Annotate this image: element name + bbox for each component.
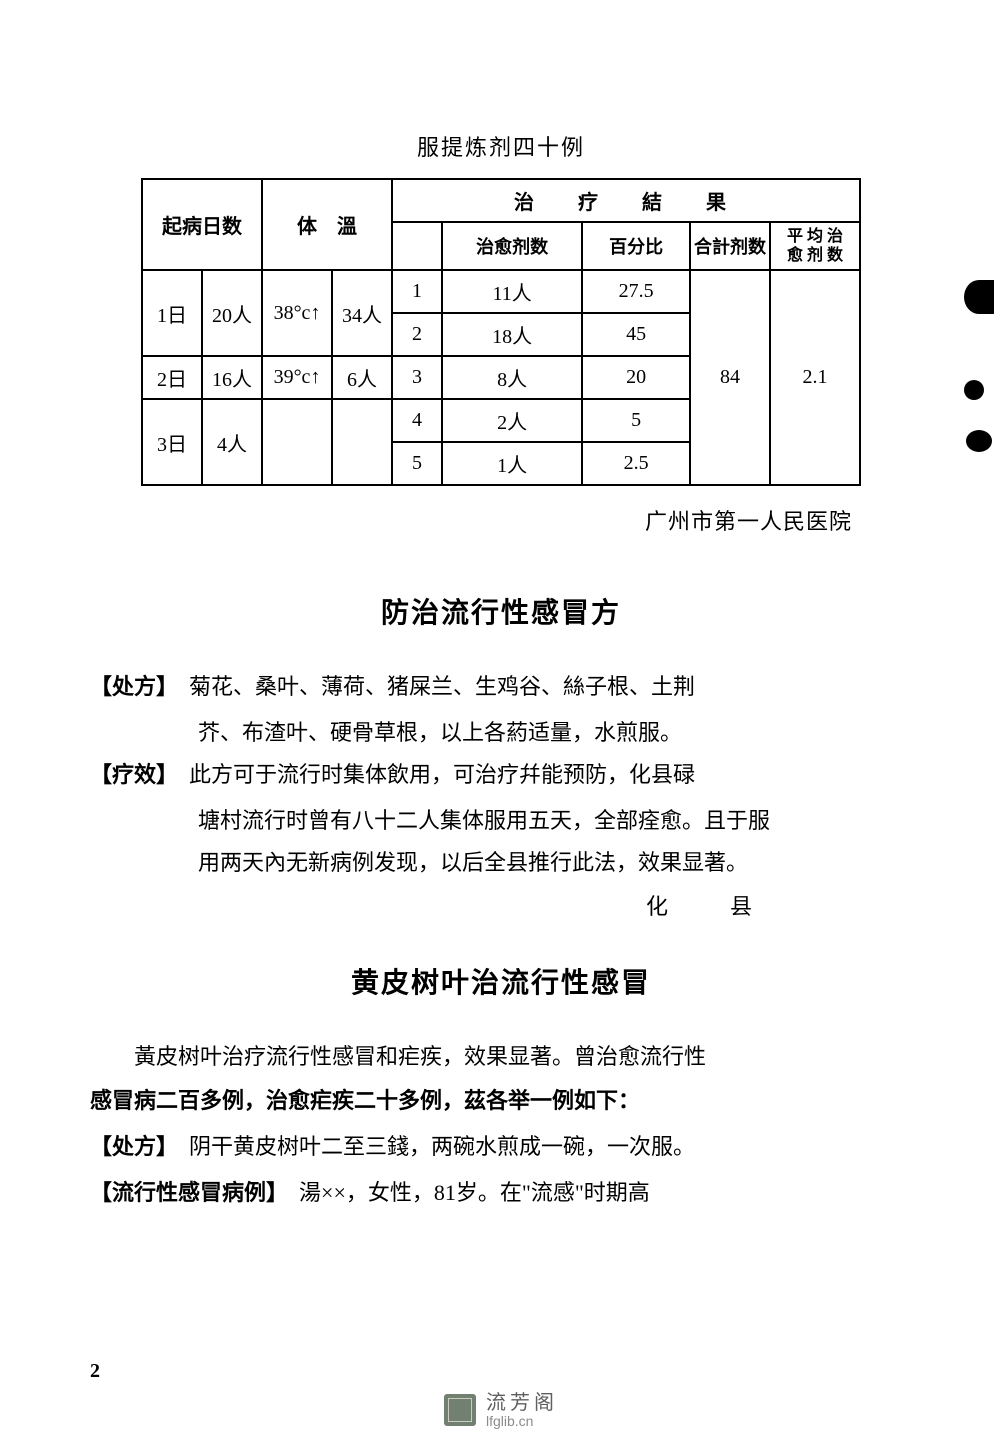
cell-temp1: 38°c↑: [262, 270, 332, 356]
cell-total: 84: [690, 270, 770, 485]
cell-temp2: 39°c↑: [262, 356, 332, 399]
section1-title: 防治流行性感冒方: [90, 591, 912, 631]
header-results: 治 疗 結 果: [392, 179, 860, 222]
cell-pct2: 45: [582, 313, 690, 356]
cell-cured3: 8人: [442, 356, 582, 399]
header-total-doses: 合計剂数: [690, 222, 770, 270]
header-avg-doses: 平 均 治 愈 剂 数: [770, 222, 860, 270]
header-onset-days: 起病日数: [142, 179, 262, 270]
cell-cured4: 2人: [442, 399, 582, 442]
cell-dose5: 5: [392, 442, 442, 485]
cell-day1: 1日: [142, 270, 202, 356]
cell-avg: 2.1: [770, 270, 860, 485]
header-percent: 百分比: [582, 222, 690, 270]
cell-day2-people: 16人: [202, 356, 262, 399]
cell-dose1: 1: [392, 270, 442, 313]
section1-efficacy: 【疗效】 此方可于流行时集体飲用，可治疗幷能预防，化县碌: [90, 754, 912, 796]
cell-day2: 2日: [142, 356, 202, 399]
watermark-text: 流芳阁 lfglib.cn: [486, 1392, 558, 1429]
prescription-label: 【处方】: [90, 674, 167, 699]
watermark-sub: lfglib.cn: [486, 1414, 558, 1429]
cell-pct1: 27.5: [582, 270, 690, 313]
cell-day3-people: 4人: [202, 399, 262, 485]
section2-prescription: 【处方】 阴干黄皮树叶二至三錢，两碗水煎成一碗，一次服。: [90, 1126, 912, 1168]
prescription-cont: 芥、布渣叶、硬骨草根，以上各葯适量，水煎服。: [90, 712, 912, 754]
watermark-main: 流芳阁: [486, 1392, 558, 1414]
header-temperature: 体 溫: [262, 179, 392, 270]
cell-temp2-people: 6人: [332, 356, 392, 399]
watermark-icon: [444, 1394, 476, 1426]
cell-dose4: 4: [392, 399, 442, 442]
prescription-text1: 菊花、桑叶、薄荷、猪屎兰、生鸡谷、絲子根、土荆: [189, 674, 695, 699]
scan-artifact: [964, 380, 984, 400]
page-number: 2: [90, 1360, 100, 1383]
section2-intro2: 感冒病二百多例，治愈疟疾二十多例，茲各举一例如下：: [90, 1080, 912, 1122]
cell-temp3-people: [332, 399, 392, 485]
header-avg-line1: 平 均 治: [787, 228, 843, 245]
efficacy-label: 【疗效】: [90, 762, 167, 787]
cell-day3: 3日: [142, 399, 202, 485]
efficacy-text1: 此方可于流行时集体飲用，可治疗幷能预防，化县碌: [189, 762, 695, 787]
cell-dose2: 2: [392, 313, 442, 356]
scan-artifact: [966, 430, 992, 452]
table-source: 广州市第一人民医院: [90, 504, 912, 536]
cell-temp3: [262, 399, 332, 485]
header-cured-doses-label: 治愈剂数: [442, 222, 582, 270]
section1-source: 化 县: [90, 889, 912, 921]
case-label: 【流行性感冒病例】: [90, 1180, 277, 1205]
header-avg-line2: 愈 剂 数: [787, 247, 843, 264]
section2-intro1: 黃皮树叶治疗流行性感冒和疟疾，效果显著。曾治愈流行性: [90, 1036, 912, 1078]
section2-title: 黄皮树叶治流行性感冒: [90, 961, 912, 1001]
cell-pct3: 20: [582, 356, 690, 399]
efficacy-cont1: 塘村流行时曾有八十二人集体服用五天，全部痊愈。且于服: [90, 800, 912, 842]
header-cured-doses: [392, 222, 442, 270]
prescription2-text: 阴干黄皮树叶二至三錢，两碗水煎成一碗，一次服。: [189, 1134, 695, 1159]
cell-day1-people: 20人: [202, 270, 262, 356]
case-text: 湯××，女性，81岁。在"流感"时期高: [299, 1180, 650, 1205]
cell-cured1: 11人: [442, 270, 582, 313]
cell-pct5: 2.5: [582, 442, 690, 485]
treatment-results-table: 起病日数 体 溫 治 疗 結 果 治愈剂数 百分比 合計剂数 平 均 治 愈 剂…: [141, 178, 861, 486]
prescription2-label: 【处方】: [90, 1134, 167, 1159]
cell-pct4: 5: [582, 399, 690, 442]
section2-case: 【流行性感冒病例】 湯××，女性，81岁。在"流感"时期高: [90, 1172, 912, 1214]
scan-artifact: [964, 280, 994, 314]
cell-cured5: 1人: [442, 442, 582, 485]
watermark: 流芳阁 lfglib.cn: [444, 1392, 558, 1429]
cell-temp1-people: 34人: [332, 270, 392, 356]
cell-cured2: 18人: [442, 313, 582, 356]
document-page: 服提炼剂四十例 起病日数 体 溫 治 疗 結 果 治愈剂数 百分比 合計剂数 平…: [0, 0, 1002, 1278]
efficacy-cont2: 用两天內无新病例发现，以后全县推行此法，效果显著。: [90, 842, 912, 884]
cell-dose3: 3: [392, 356, 442, 399]
section1-prescription: 【处方】 菊花、桑叶、薄荷、猪屎兰、生鸡谷、絲子根、土荆: [90, 666, 912, 708]
table-title: 服提炼剂四十例: [90, 130, 912, 162]
